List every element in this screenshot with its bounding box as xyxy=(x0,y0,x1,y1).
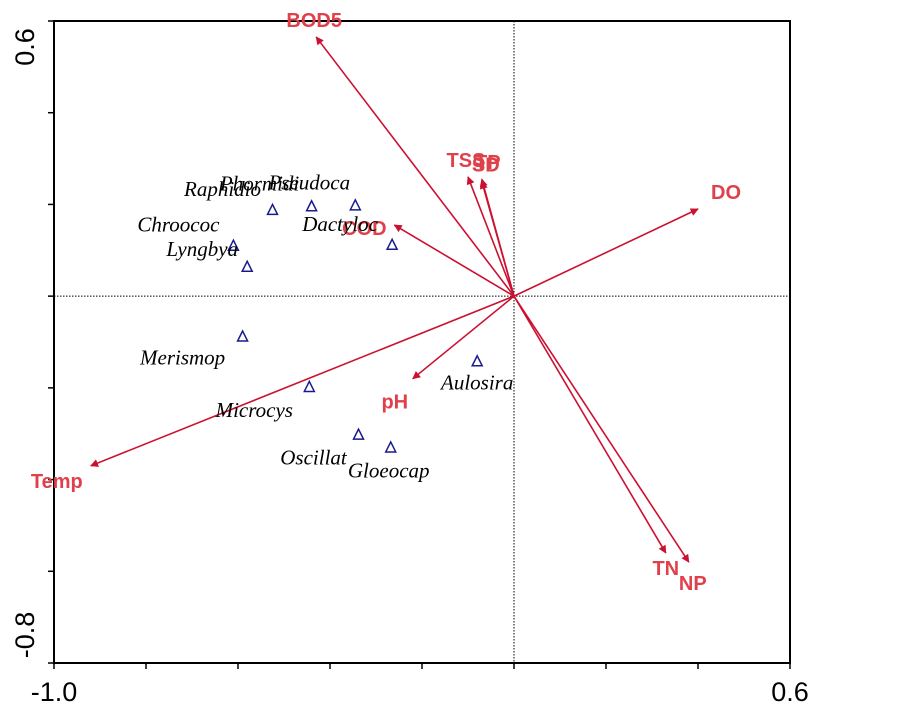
plot-border xyxy=(53,20,791,664)
species-marker-phormidi xyxy=(305,199,318,212)
species-label-aulosira: Aulosira xyxy=(439,370,513,394)
species-marker-chroococ xyxy=(227,238,240,251)
species-label-gloeocap: Gloeocap xyxy=(348,458,430,482)
species-label-chroococ: Chroococ xyxy=(137,213,220,237)
x-tick-label: 0.6 xyxy=(771,677,809,704)
env-label-np: NP xyxy=(679,573,707,595)
species-marker-aulosira xyxy=(470,354,484,367)
env-arrow-sd xyxy=(479,180,515,297)
env-label-tp: TP xyxy=(475,152,501,174)
axis-ticks xyxy=(48,20,791,669)
species-marker-microcys xyxy=(303,379,316,393)
env-label-tn: TN xyxy=(652,558,679,580)
species-marker-raphidio xyxy=(266,202,279,216)
species-label-dactyloc: Dactyloc xyxy=(301,212,378,236)
env-label-temp: Temp xyxy=(31,471,83,493)
species-marker-gloeocap xyxy=(384,440,397,453)
species-label-pseudoca: Pseudoca xyxy=(267,170,350,194)
env-arrow-tss xyxy=(466,176,515,297)
env-label-ph: pH xyxy=(381,392,408,414)
x-tick-label: -1.0 xyxy=(31,677,78,704)
species-label-microcys: Microcys xyxy=(215,398,293,422)
env-arrow-ph xyxy=(412,295,515,380)
env-arrow-do xyxy=(513,208,699,297)
environment-vectors xyxy=(90,36,699,563)
species-label-raphidio: Raphidio xyxy=(183,177,261,201)
species-markers xyxy=(227,198,484,453)
species-label-phormidi: Phormidi xyxy=(219,171,300,195)
env-label-cod: COD xyxy=(342,218,386,240)
species-marker-dactyloc xyxy=(385,237,399,251)
species-label-lyngbya: Lyngbya xyxy=(165,237,238,261)
env-arrow-temp xyxy=(90,295,515,467)
species-marker-merismop xyxy=(236,329,249,342)
species-label-merismop: Merismop xyxy=(139,345,225,369)
y-tick-label: -0.8 xyxy=(10,612,40,659)
env-arrow-tn xyxy=(513,295,667,554)
plot-frame xyxy=(53,20,791,664)
env-arrow-cod xyxy=(393,224,515,297)
env-label-bod5: BOD5 xyxy=(286,10,342,32)
env-arrow-np xyxy=(513,295,690,563)
species-marker-pseudoca xyxy=(349,198,362,211)
env-label-sd: SD xyxy=(472,155,500,177)
species-marker-lyngbya xyxy=(240,259,254,273)
env-label-tss: TSS xyxy=(447,150,486,172)
env-arrow-bod5 xyxy=(315,36,515,297)
species-marker-oscillat xyxy=(352,427,365,440)
species-label-oscillat: Oscillat xyxy=(280,446,348,470)
y-tick-label: 0.6 xyxy=(10,28,40,66)
env-label-do: DO xyxy=(711,182,741,204)
origin-axis-lines xyxy=(54,21,790,663)
